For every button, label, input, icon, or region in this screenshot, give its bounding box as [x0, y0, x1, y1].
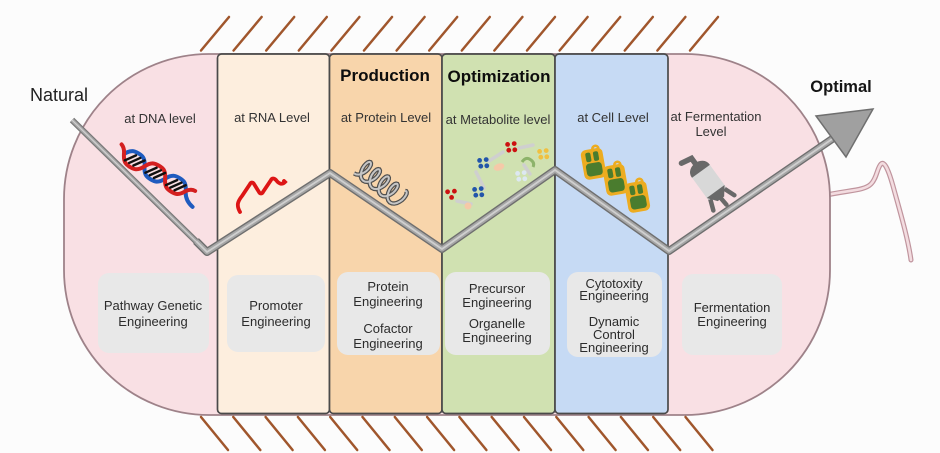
svg-text:at Fermentation: at Fermentation — [670, 109, 761, 124]
svg-text:Engineering: Engineering — [462, 295, 531, 310]
svg-text:Production: Production — [340, 66, 430, 85]
svg-text:Precursor: Precursor — [469, 281, 526, 296]
svg-text:Fermentation: Fermentation — [694, 300, 771, 315]
svg-text:Protein: Protein — [367, 279, 408, 294]
svg-text:Engineering: Engineering — [697, 314, 766, 329]
svg-text:Cytotoxity: Cytotoxity — [585, 276, 643, 291]
svg-text:at DNA level: at DNA level — [124, 111, 196, 126]
svg-text:Promoter: Promoter — [249, 298, 303, 313]
svg-text:Engineering: Engineering — [579, 340, 648, 355]
svg-text:Cofactor: Cofactor — [363, 321, 413, 336]
svg-text:Control: Control — [593, 327, 635, 342]
svg-text:Dynamic: Dynamic — [589, 314, 640, 329]
svg-text:Engineering: Engineering — [353, 294, 422, 309]
svg-text:at Metabolite level: at Metabolite level — [446, 112, 551, 127]
svg-text:Engineering: Engineering — [579, 288, 648, 303]
svg-text:Engineering: Engineering — [462, 330, 531, 345]
svg-text:Engineering: Engineering — [353, 336, 422, 351]
svg-text:at Protein Level: at Protein Level — [341, 110, 431, 125]
svg-text:Engineering: Engineering — [118, 314, 187, 329]
svg-text:Optimization: Optimization — [448, 67, 551, 86]
svg-text:Optimal: Optimal — [810, 78, 871, 96]
svg-text:Organelle: Organelle — [469, 316, 525, 331]
svg-text:at Cell Level: at Cell Level — [577, 110, 649, 125]
svg-text:Natural: Natural — [30, 85, 88, 105]
svg-text:at RNA Level: at RNA Level — [234, 110, 310, 125]
svg-text:Engineering: Engineering — [241, 314, 310, 329]
svg-text:Pathway Genetic: Pathway Genetic — [104, 298, 203, 313]
svg-text:Level: Level — [695, 124, 726, 139]
